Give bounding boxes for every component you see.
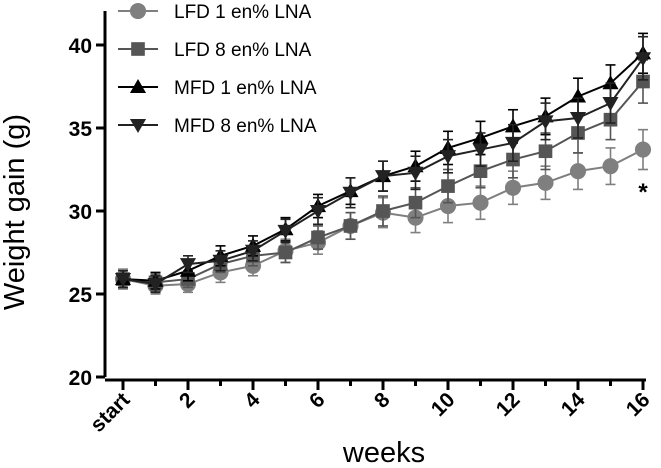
- series-layer: *: [114, 32, 652, 295]
- legend-item: MFD 8 en% LNA: [118, 116, 317, 137]
- data-point: [537, 174, 554, 191]
- data-point: [537, 115, 554, 130]
- x-tick-label: 12: [492, 388, 525, 421]
- data-point: [569, 111, 587, 127]
- data-point: [408, 195, 423, 210]
- x-tick-label: 16: [622, 388, 655, 421]
- data-point: [634, 52, 652, 67]
- data-point: [504, 179, 522, 196]
- x-tick-label: 4: [240, 388, 265, 413]
- x-tick-label: 6: [305, 388, 330, 413]
- significance-annotation: *: [638, 179, 648, 206]
- data-point: [407, 166, 424, 181]
- y-tick-label: 40: [69, 35, 92, 58]
- x-tick-label: 10: [427, 388, 460, 421]
- data-point: [244, 244, 262, 259]
- y-tick-label: 25: [69, 284, 93, 307]
- data-point: [376, 204, 390, 218]
- x-tick-label: start: [86, 388, 134, 436]
- data-point: [114, 273, 132, 288]
- legend: LFD 1 en% LNA LFD 8 en% LNA MFD 1 en% LNA M…: [118, 2, 317, 137]
- data-point: [472, 194, 489, 211]
- data-point: [602, 158, 619, 175]
- legend-marker: [131, 42, 145, 56]
- data-point: [311, 230, 325, 245]
- legend-marker: [129, 118, 147, 134]
- data-point: [538, 144, 553, 159]
- data-point: [441, 179, 455, 193]
- series-triangle-down: [114, 35, 652, 294]
- legend-item: LFD 8 en% LNA: [118, 40, 312, 61]
- data-point: [472, 143, 489, 158]
- data-point: [634, 141, 652, 158]
- axes: 20 25 30 35 40 start 2 4 6 8 10 12 14 16: [69, 11, 655, 437]
- y-axis-title: Weight gain (g): [0, 114, 31, 310]
- x-tick-label: 2: [175, 388, 200, 413]
- data-point: [569, 88, 587, 103]
- data-point: [342, 186, 359, 201]
- x-tick-label: 8: [370, 388, 395, 413]
- legend-item: MFD 1 en% LNA: [118, 78, 317, 99]
- legend-label: LFD 1 en% LNA: [174, 2, 312, 23]
- data-point: [374, 170, 392, 185]
- data-point: [602, 97, 619, 112]
- data-point: [636, 74, 650, 89]
- legend-marker: [129, 78, 147, 94]
- y-tick-label: 35: [69, 118, 93, 141]
- legend-item: LFD 1 en% LNA: [118, 2, 312, 23]
- legend-label: MFD 1 en% LNA: [174, 78, 317, 99]
- data-point: [278, 245, 293, 260]
- x-tick-label: 14: [557, 388, 590, 421]
- data-point: [439, 150, 457, 165]
- y-tick-label: 30: [69, 201, 92, 224]
- data-point: [602, 75, 619, 90]
- x-axis-title: weeks: [342, 437, 425, 468]
- data-point: [277, 224, 294, 239]
- data-point: [504, 136, 522, 151]
- data-point: [309, 204, 327, 220]
- legend-marker: [129, 2, 147, 20]
- y-tick-label: 20: [69, 367, 92, 390]
- legend-label: LFD 8 en% LNA: [174, 40, 312, 61]
- data-point: [212, 254, 229, 269]
- data-point: [473, 164, 488, 178]
- data-point: [343, 219, 358, 233]
- legend-label: MFD 8 en% LNA: [174, 116, 317, 137]
- data-point: [147, 277, 164, 293]
- data-point: [569, 163, 587, 180]
- data-point: [179, 258, 197, 273]
